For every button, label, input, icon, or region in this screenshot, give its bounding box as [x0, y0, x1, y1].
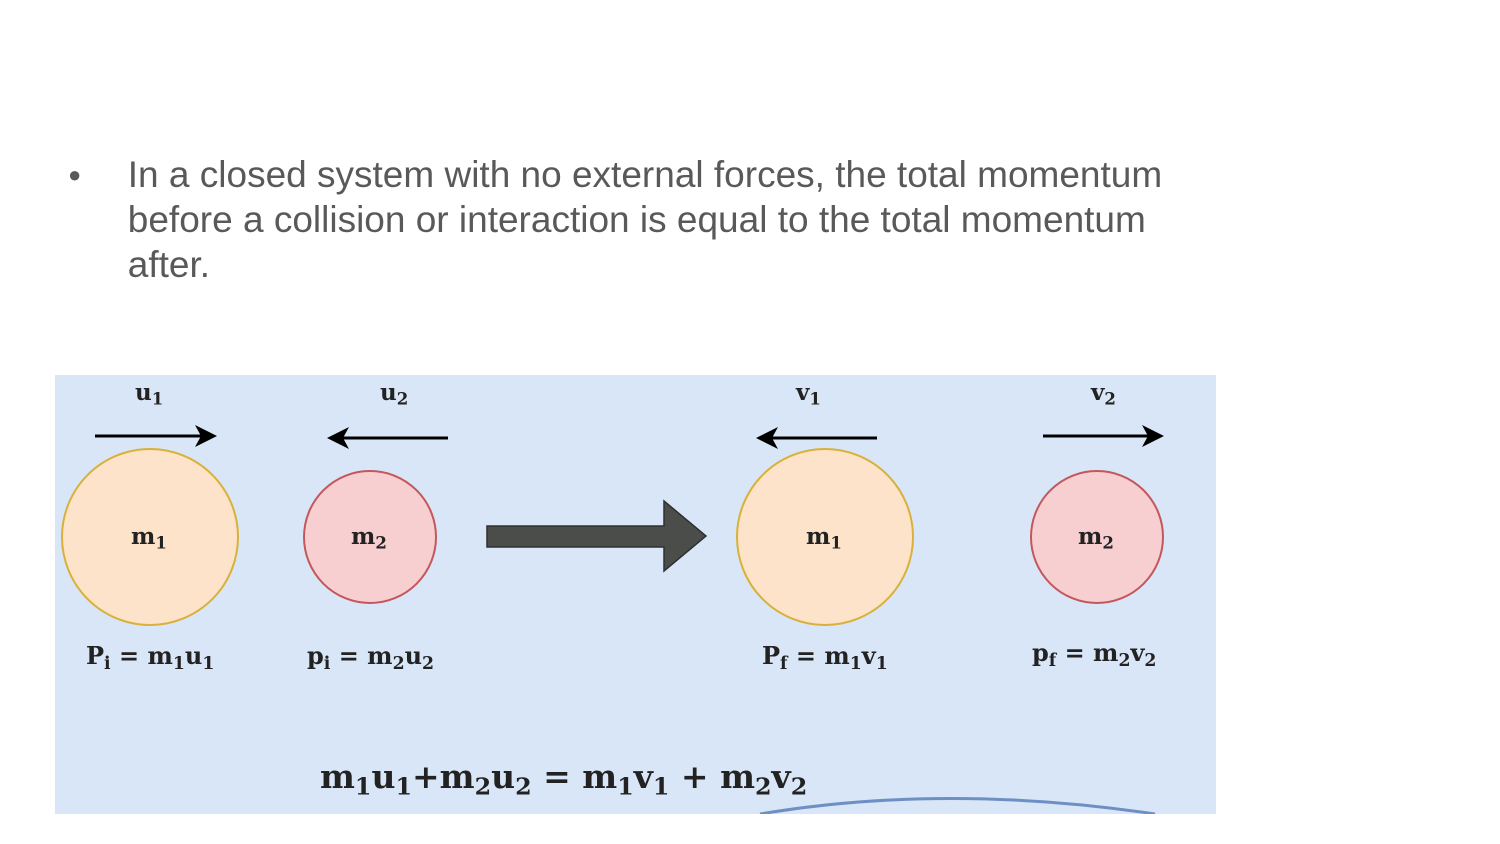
mass-label-m2-before: m2	[351, 523, 387, 553]
velocity-label-u2: u2	[380, 379, 409, 409]
ball-m2-before	[303, 470, 437, 604]
momentum-label-before-1: Pi = m1u1	[86, 641, 215, 674]
velocity-label-v2: v2	[1091, 379, 1116, 409]
arrow-right-icon	[95, 425, 217, 447]
velocity-label-u1: u1	[135, 379, 164, 409]
mass-label-m1-before: m1	[131, 523, 167, 553]
velocity-label-v1: v1	[796, 379, 821, 409]
conservation-equation: m1u1+m2u2 = m1v1 + m2v2	[320, 757, 808, 801]
arrow-left-icon	[756, 427, 877, 449]
momentum-label-before-2: pi = m2u2	[307, 641, 435, 674]
momentum-diagram: u1 u2 v1 v2 m1 m2 m1 m2 Pi = m1u1 pi = m…	[55, 375, 1216, 814]
momentum-label-after-2: pf = m2v2	[1032, 638, 1157, 671]
process-arrow-icon	[486, 499, 708, 573]
momentum-label-after-1: Pf = m1v1	[762, 641, 888, 674]
mass-label-m2-after: m2	[1078, 523, 1114, 553]
ball-m1-before	[61, 448, 239, 626]
bullet-dot-icon: ●	[68, 162, 82, 187]
arrow-left-icon	[327, 427, 448, 449]
decorative-curve	[759, 797, 1156, 814]
bullet-text: In a closed system with no external forc…	[127, 154, 1163, 285]
mass-label-m1-after: m1	[806, 523, 842, 553]
bullet-row: ● In a closed system with no external fo…	[64, 152, 1194, 287]
ball-m2-after	[1030, 470, 1164, 604]
diagram-graphics	[61, 425, 1164, 814]
ball-m1-after	[736, 448, 914, 626]
arrow-right-icon	[1043, 425, 1164, 447]
